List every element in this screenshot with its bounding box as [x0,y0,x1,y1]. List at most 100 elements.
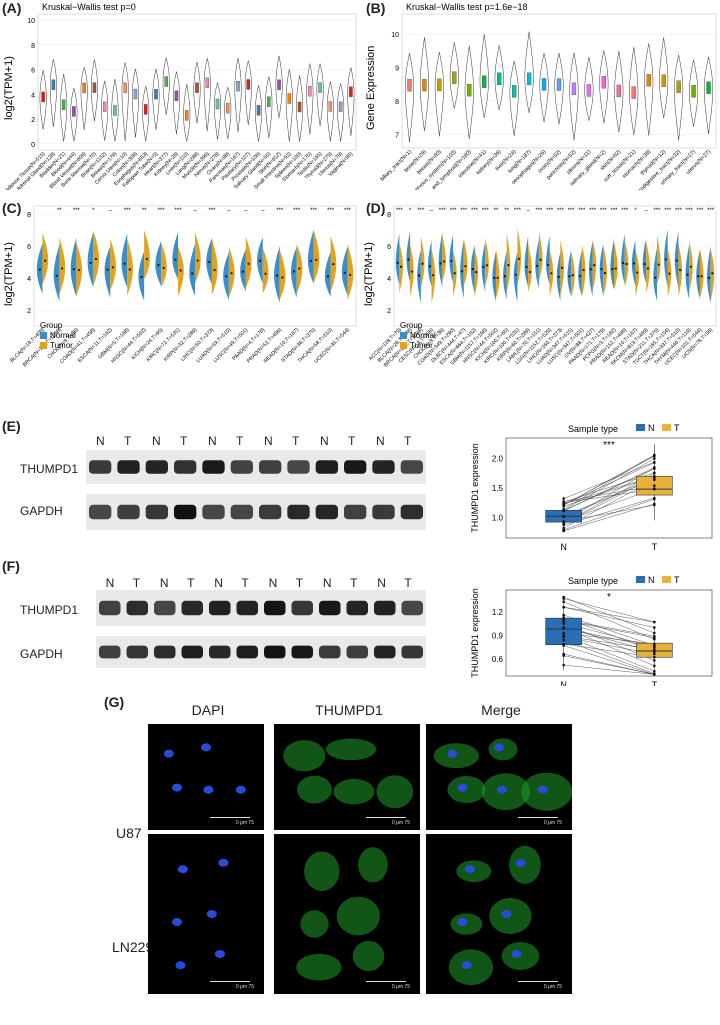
point [653,484,656,487]
median-point [72,268,75,271]
paired-line [563,467,655,512]
median-point [396,261,399,264]
sig-mark: *** [675,208,683,214]
violin [524,31,534,113]
legend-t: T [674,423,680,433]
sig-mark: – [261,208,265,214]
blot-band [126,645,148,659]
sig-mark: * [607,592,611,603]
micro-ln229-thumpd1: 0 μm 75 [274,834,420,994]
violin-tumor [195,232,201,284]
point [562,600,565,604]
sig-mark: *** [707,208,715,214]
violin-tumor [495,249,500,299]
point [562,497,565,500]
xtick: T [652,680,658,686]
blot-band [346,645,368,659]
violin [306,63,314,135]
median-point [657,263,660,266]
violin-tumor [603,244,607,297]
violin [509,60,519,136]
violin-normal [685,244,690,300]
nucleus [172,783,182,792]
point [653,645,656,649]
violin-normal [406,231,411,282]
legend-swatch-t [662,424,671,431]
violin-box [308,86,312,97]
blot-band [346,600,368,616]
violin-box [676,80,681,93]
blot-band [401,645,423,659]
lane-label: N [96,434,105,448]
violin-box [601,76,607,89]
point [653,471,656,475]
blot-band [202,460,225,474]
panel-label-a: (A) [2,0,22,16]
point [653,648,656,651]
blot-band [209,600,231,616]
scale-text: 0 μm 75 [235,820,254,826]
chart-b-ylabel: Gene Expression [365,46,377,130]
legend-normal: Normal [410,331,436,340]
cell-green [333,778,375,805]
point [562,503,565,507]
median-point [399,265,403,268]
violin-normal [524,235,529,287]
blot-band [315,504,338,520]
violin-box [277,79,281,90]
violin [49,59,57,127]
violin-box [61,99,66,110]
lane-label: N [268,576,278,590]
median-point [111,266,115,269]
point [562,515,565,519]
lane-label: N [322,576,332,590]
xtick: T [652,542,658,552]
point [653,659,656,662]
median-point [196,259,199,262]
lane-label: N [377,576,386,590]
chart-a-ytick: 0 [31,142,35,149]
ytick: 0.9 [492,631,504,640]
cell-green [296,953,342,981]
lane-label: T [241,576,249,590]
sig-mark: *** [611,208,619,214]
sig-mark: *** [578,208,586,214]
panel-label-e: (E) [2,418,21,434]
median-point [428,265,431,268]
blot-strip [96,590,426,626]
median-point [123,262,126,265]
blot-band [181,600,203,616]
median-point [460,270,464,273]
scale-bar [518,981,558,982]
panel-label-g: (G) [104,694,125,710]
point [562,605,565,609]
col-header-merge: Merge [481,702,521,718]
median-point [579,274,582,277]
paired-line [563,645,655,675]
violin-box [82,82,86,94]
chart-c: log2(TPM+1) ** *** * – *** ** *** *** – *** – – – ***… [3,205,357,368]
blot-band [264,600,286,616]
median-point [632,262,635,265]
violin [674,54,684,141]
point [653,457,656,460]
violin-normal [535,239,539,288]
blot-strip [86,450,426,484]
nucleus [511,950,522,958]
violin-normal [53,244,60,302]
median-point [38,268,41,271]
cell-green [325,738,377,761]
violin-tumor [161,242,167,288]
violin-box [571,82,577,96]
median-point [213,268,216,272]
chart-b-test: Kruskal−Wallis test p=1.6e−18 [406,2,527,12]
legend-swatch-n [636,424,645,431]
violin-tumor [127,238,133,296]
blot-band [99,600,121,616]
median-point [418,274,421,277]
lane-label: N [208,434,217,448]
median-point [174,258,177,261]
median-point [664,258,668,261]
blot-f-band-thumpd1: THUMPD1 [20,603,79,617]
median-point [711,272,714,275]
